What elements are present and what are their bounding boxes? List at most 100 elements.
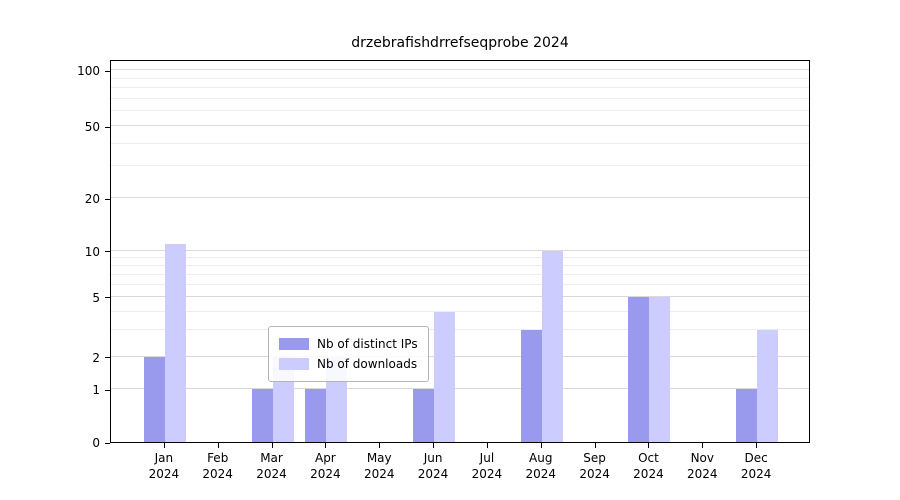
plot-area (110, 60, 810, 443)
x-tick-year: 2024 (417, 467, 449, 481)
y-tick-mark (105, 70, 110, 72)
x-tick-mark (486, 443, 488, 448)
x-tick-label: Nov 2024 (670, 450, 734, 482)
x-tick-mark (163, 443, 165, 448)
x-tick-year: 2024 (740, 467, 772, 481)
x-tick-month: Jul (479, 451, 495, 465)
major-gridline (111, 295, 809, 297)
x-tick-year: 2024 (310, 467, 341, 481)
y-tick-mark (105, 389, 110, 391)
y-tick-label: 5 (92, 290, 100, 305)
x-tick-month: Apr (314, 451, 336, 465)
bar-distinct-ips (143, 356, 165, 442)
bar-distinct-ips (413, 389, 435, 442)
x-tick-month: Sep (583, 451, 606, 465)
x-tick-label: Sep 2024 (563, 450, 627, 482)
y-tick-mark (105, 198, 110, 200)
x-tick-mark (433, 443, 435, 448)
y-tick-label: 100 (77, 64, 100, 79)
y-tick-mark (105, 251, 110, 253)
major-gridline (111, 197, 809, 199)
x-tick-label: Apr 2024 (293, 450, 357, 482)
bar-downloads (164, 243, 186, 442)
legend-item: Nb of downloads (279, 354, 418, 374)
y-tick-mark (105, 297, 110, 299)
major-gridline (111, 125, 809, 127)
x-tick-year: 2024 (471, 467, 503, 481)
legend-label: Nb of distinct IPs (317, 337, 418, 351)
x-tick-label: Jun 2024 (401, 450, 465, 482)
y-tick-mark (105, 126, 110, 128)
x-tick-label: Jan 2024 (132, 450, 196, 482)
x-tick-mark (648, 443, 650, 448)
x-tick-year: 2024 (525, 467, 557, 481)
bar-distinct-ips (520, 330, 542, 442)
x-tick-label: Mar 2024 (240, 450, 304, 482)
legend-item: Nb of distinct IPs (279, 334, 418, 354)
minor-gridline (111, 110, 809, 112)
y-tick-label: 20 (84, 192, 100, 207)
minor-gridline (111, 264, 809, 266)
legend-swatch (279, 358, 309, 370)
major-gridline (111, 69, 809, 71)
x-tick-year: 2024 (148, 467, 180, 481)
x-tick-label: Aug 2024 (509, 450, 573, 482)
x-tick-mark (756, 443, 758, 448)
x-tick-month: Aug (529, 451, 553, 465)
y-tick-mark (105, 442, 110, 444)
x-tick-month: Feb (207, 451, 229, 465)
bar-distinct-ips (736, 389, 758, 442)
x-tick-mark (325, 443, 327, 448)
minor-gridline (111, 97, 809, 99)
y-tick-mark (105, 357, 110, 359)
y-tick-label: 1 (92, 383, 100, 398)
x-tick-mark (217, 443, 219, 448)
minor-gridline (111, 165, 809, 167)
bar-distinct-ips (305, 389, 327, 442)
x-tick-month: Oct (638, 451, 659, 465)
bar-distinct-ips (251, 389, 273, 442)
x-tick-mark (702, 443, 704, 448)
chart-title: drzebrafishdrrefseqprobe 2024 (351, 35, 569, 51)
bar-downloads (649, 296, 671, 442)
x-tick-label: Jul 2024 (455, 450, 519, 482)
minor-gridline (111, 273, 809, 275)
x-tick-year: 2024 (256, 467, 287, 481)
major-gridline (111, 355, 809, 357)
bar-downloads (434, 311, 456, 442)
x-tick-month: Mar (260, 451, 283, 465)
x-tick-label: May 2024 (347, 450, 411, 482)
legend-label: Nb of downloads (317, 357, 418, 371)
minor-gridline (111, 283, 809, 285)
minor-gridline (111, 256, 809, 258)
x-tick-mark (540, 443, 542, 448)
minor-gridline (111, 142, 809, 144)
y-tick-label: 0 (92, 436, 100, 450)
x-tick-year: 2024 (687, 467, 718, 481)
x-tick-mark (271, 443, 273, 448)
bar-distinct-ips (628, 296, 650, 442)
x-tick-year: 2024 (579, 467, 610, 481)
major-gridline (111, 388, 809, 390)
bar-downloads (757, 330, 779, 442)
legend-swatch (279, 338, 309, 350)
y-tick-label: 2 (92, 350, 100, 365)
x-tick-year: 2024 (363, 467, 395, 481)
x-tick-year: 2024 (202, 467, 233, 481)
x-tick-month: Jun (423, 451, 443, 465)
x-tick-month: Nov (690, 451, 714, 465)
x-tick-year: 2024 (633, 467, 664, 481)
x-tick-label: Oct 2024 (616, 450, 680, 482)
x-tick-mark (379, 443, 381, 448)
x-tick-month: May (366, 451, 392, 465)
x-tick-mark (594, 443, 596, 448)
legend: Nb of distinct IPs Nb of downloads (268, 326, 429, 382)
minor-gridline (111, 329, 809, 331)
bar-downloads (541, 250, 563, 442)
x-tick-month: Dec (744, 451, 768, 465)
major-gridline (111, 249, 809, 251)
minor-gridline (111, 77, 809, 79)
minor-gridline (111, 87, 809, 89)
x-tick-month: Jan (154, 451, 174, 465)
